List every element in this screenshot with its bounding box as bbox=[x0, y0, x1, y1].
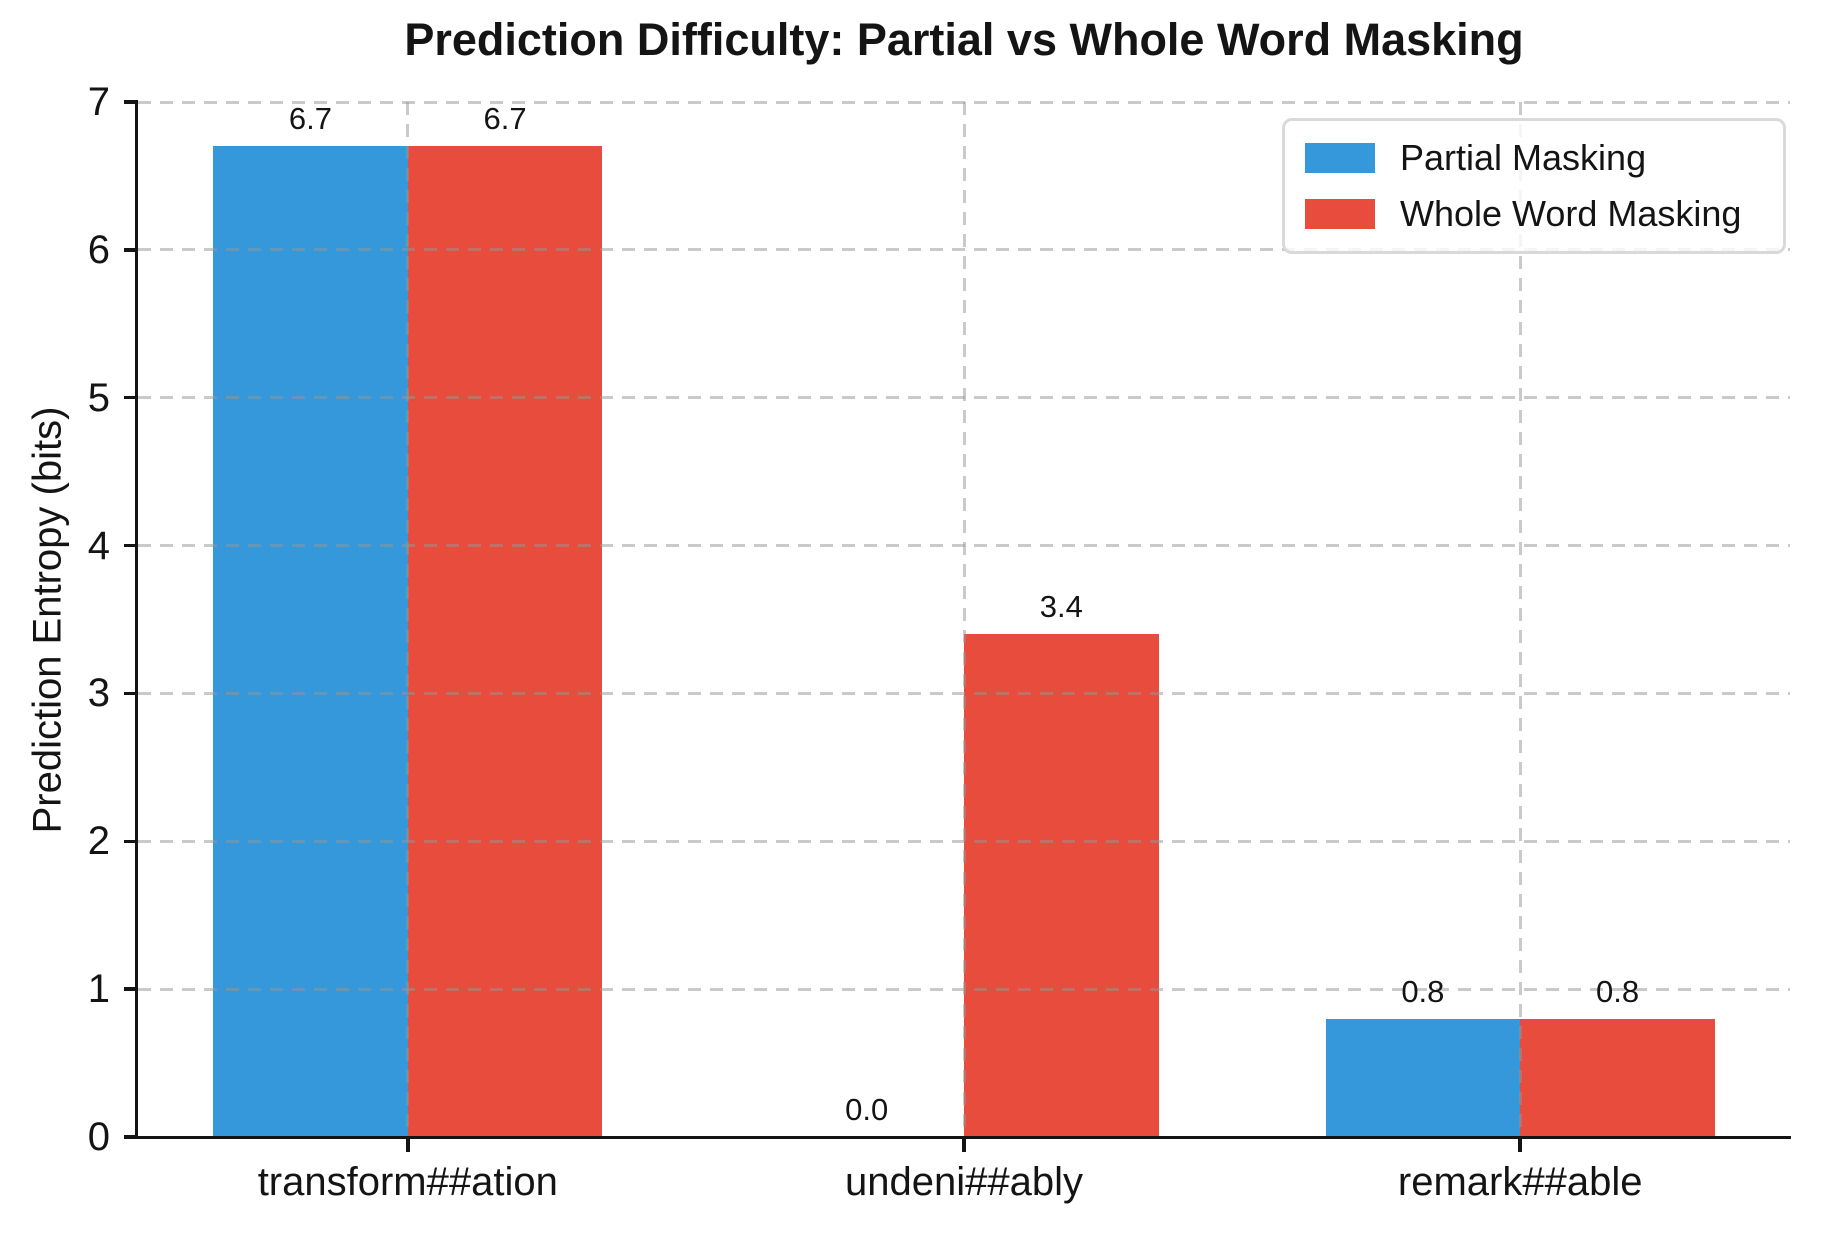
y-tick-4 bbox=[124, 543, 138, 548]
x-tick-2 bbox=[1518, 1137, 1522, 1152]
y-tick-label-4: 4 bbox=[87, 523, 110, 568]
y-tick-label-6: 6 bbox=[87, 227, 110, 272]
value-label-0-0: 6.7 bbox=[288, 101, 332, 137]
legend-label-whole-word-masking: Whole Word Masking bbox=[1400, 193, 1742, 234]
y-tick-label-7: 7 bbox=[87, 80, 110, 124]
value-label-1-1: 3.4 bbox=[1039, 589, 1083, 625]
gridline-v-0 bbox=[406, 102, 410, 1137]
value-label-0-2: 0.8 bbox=[1401, 973, 1445, 1009]
x-tick-label-0: transform##ation bbox=[257, 1160, 558, 1204]
legend: Partial Masking Whole Word Masking bbox=[1282, 118, 1786, 254]
x-tick-1 bbox=[962, 1137, 966, 1152]
value-label-0-1: 0.0 bbox=[845, 1092, 889, 1127]
value-label-1-0: 6.7 bbox=[483, 101, 527, 137]
y-tick-label-2: 2 bbox=[87, 819, 110, 864]
y-tick-1 bbox=[124, 987, 138, 991]
y-tick-label-1: 1 bbox=[87, 967, 110, 1012]
bar-whole-word-masking-1 bbox=[964, 634, 1159, 1137]
plot-area: 6.7 0.0 0.8 6.7 3.4 0.8 bbox=[138, 100, 1790, 1137]
y-tick-label-3: 3 bbox=[87, 671, 110, 716]
x-tick-label-2: remark##able bbox=[1397, 1160, 1643, 1204]
y-tick-label-5: 5 bbox=[87, 375, 110, 420]
y-axis-label: Prediction Entropy (bits) bbox=[25, 406, 70, 834]
legend-swatch-whole-word-masking bbox=[1305, 199, 1375, 229]
y-tick-2 bbox=[124, 839, 138, 844]
legend-swatch-partial-masking bbox=[1305, 143, 1375, 173]
y-tick-0 bbox=[124, 1135, 138, 1139]
gridline-v-2 bbox=[1518, 102, 1522, 1137]
legend-label-partial-masking: Partial Masking bbox=[1400, 137, 1647, 178]
legend-row-whole-word-masking: Whole Word Masking bbox=[1305, 190, 1763, 238]
x-tick-label-1: undeni##ably bbox=[845, 1160, 1083, 1204]
y-axis-spine bbox=[134, 101, 138, 1139]
gridline-v-1 bbox=[962, 102, 966, 1137]
chart-title: Prediction Difficulty: Partial vs Whole … bbox=[404, 14, 1524, 65]
x-tick-0 bbox=[406, 1137, 410, 1152]
y-tick-5 bbox=[124, 395, 138, 400]
y-tick-7 bbox=[124, 100, 138, 104]
y-tick-6 bbox=[124, 248, 138, 252]
bar-whole-word-masking-0 bbox=[407, 146, 603, 1137]
legend-row-partial-masking: Partial Masking bbox=[1305, 134, 1763, 182]
y-tick-3 bbox=[124, 691, 138, 696]
bar-partial-masking-2 bbox=[1325, 1018, 1521, 1137]
y-tick-label-0: 0 bbox=[87, 1115, 110, 1159]
bar-partial-masking-0 bbox=[213, 146, 408, 1137]
bar-whole-word-masking-2 bbox=[1520, 1018, 1715, 1137]
value-label-1-2: 0.8 bbox=[1596, 973, 1640, 1009]
